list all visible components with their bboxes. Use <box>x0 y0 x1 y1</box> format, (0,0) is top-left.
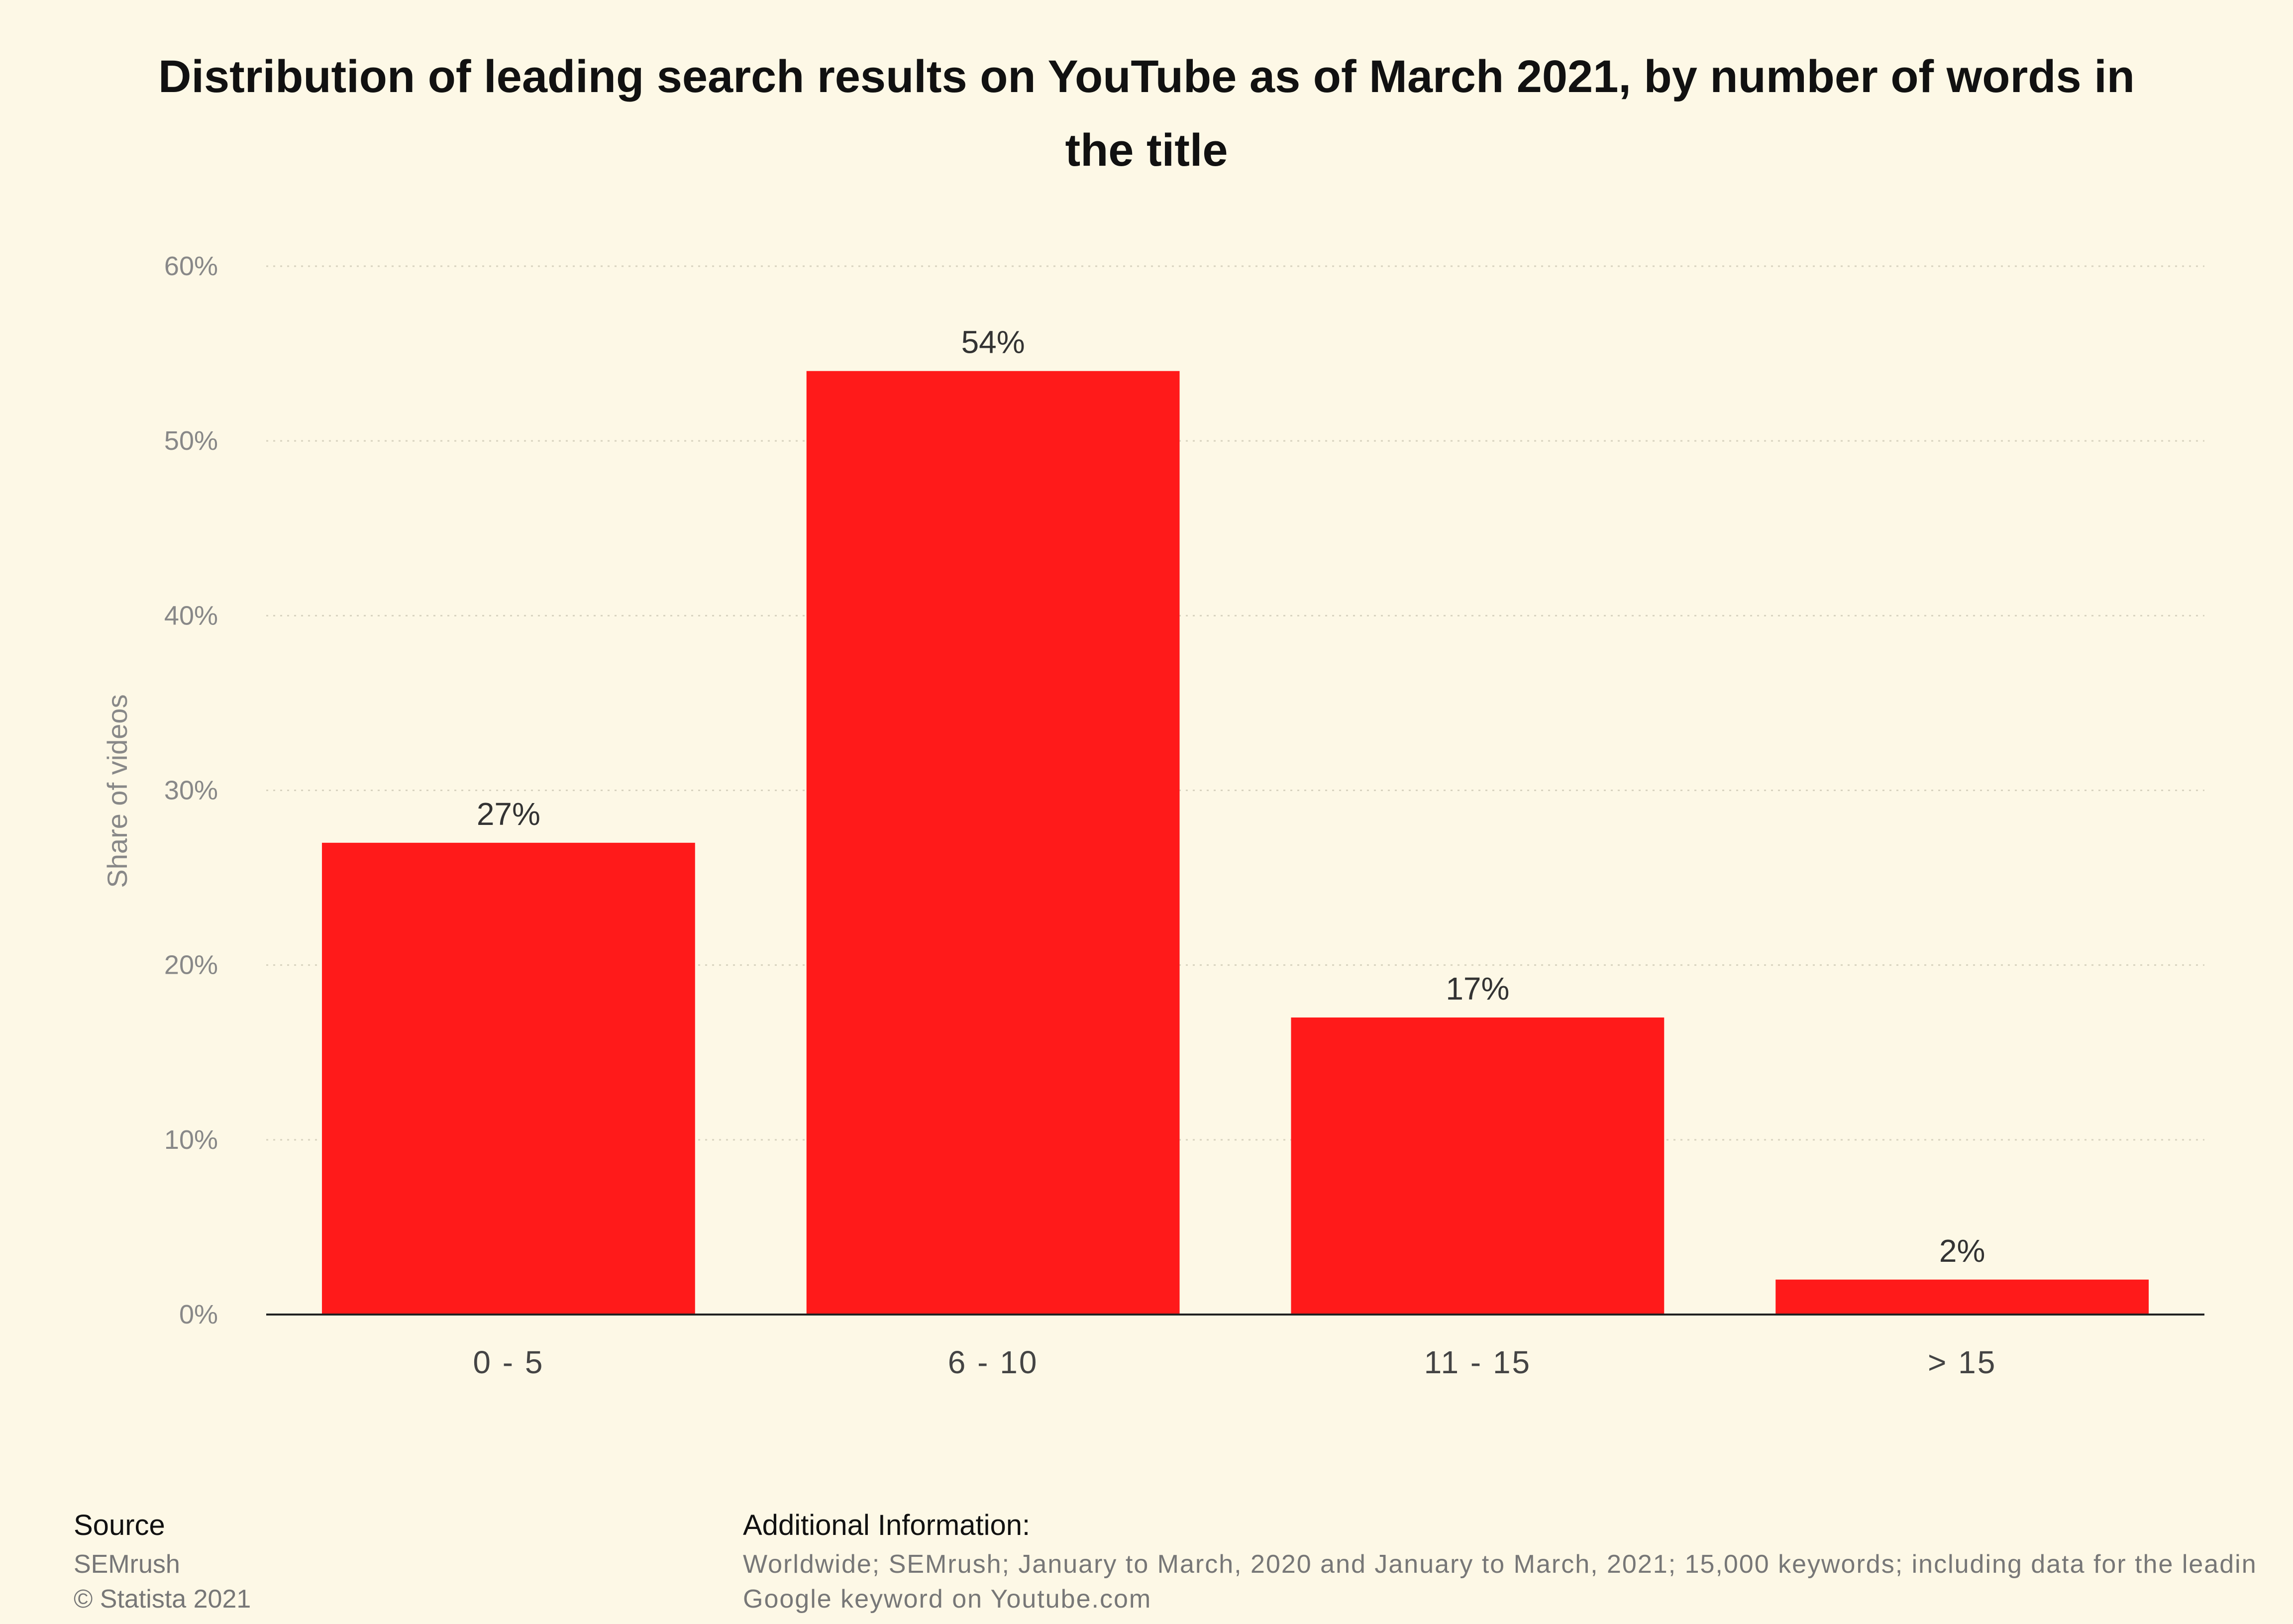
y-tick-label: 0% <box>179 1300 218 1329</box>
y-tick-label: 30% <box>164 776 218 806</box>
y-axis-ticks: 0% 10% 20% 30% 40% 50% 60% <box>164 251 218 1329</box>
bar <box>1775 1279 2149 1315</box>
bar-value-label: 27% <box>477 796 540 832</box>
source-line-1: SEMrush <box>74 1550 180 1579</box>
y-tick-label: 60% <box>164 251 218 281</box>
bar <box>806 371 1180 1315</box>
x-tick-label: 6 - 10 <box>948 1344 1039 1380</box>
bar <box>1291 1017 1665 1315</box>
source-line-2: © Statista 2021 <box>74 1585 251 1614</box>
additional-info-line-2: Google keyword on Youtube.com <box>743 1585 1152 1614</box>
bar-value-label: 17% <box>1446 971 1509 1007</box>
y-tick-label: 40% <box>164 601 218 630</box>
bar <box>321 842 695 1315</box>
y-tick-label: 10% <box>164 1125 218 1155</box>
chart-title: Distribution of leading search results o… <box>158 51 2135 176</box>
bar-value-label: 54% <box>961 324 1025 360</box>
bar-value-label: 2% <box>1939 1233 1985 1269</box>
additional-info-label: Additional Information: <box>743 1509 1031 1541</box>
x-tick-label: > 15 <box>1928 1344 1996 1380</box>
x-tick-label: 11 - 15 <box>1424 1344 1532 1380</box>
bars <box>321 371 2149 1315</box>
x-axis-ticks: 0 - 5 6 - 10 11 - 15 > 15 <box>473 1344 1996 1380</box>
x-tick-label: 0 - 5 <box>473 1344 544 1380</box>
y-tick-label: 50% <box>164 426 218 456</box>
grid-lines <box>266 265 2204 1141</box>
y-axis-label: Share of videos <box>102 694 133 888</box>
bar-value-labels: 27% 54% 17% 2% <box>477 324 1985 1269</box>
y-tick-label: 20% <box>164 950 218 980</box>
source-label: Source <box>74 1509 165 1541</box>
additional-info-line-1: Worldwide; SEMrush; January to March, 20… <box>743 1550 2257 1579</box>
